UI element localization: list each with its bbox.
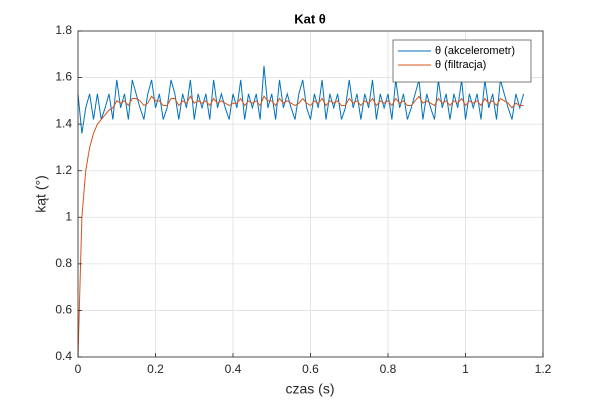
x-axis-label: czas (s) [286, 381, 335, 397]
legend-label: θ (akcelerometr) [435, 45, 515, 57]
series-line [77, 65, 525, 134]
y-tick-label: 1.2 [55, 163, 72, 177]
y-tick-label: 0.4 [55, 349, 72, 363]
y-tick-label: 1.8 [55, 23, 72, 37]
x-tick-label: 0.6 [302, 362, 319, 376]
legend-label: θ (filtracja) [435, 59, 486, 71]
y-tick-label: 1.4 [55, 116, 72, 130]
y-tick-label: 1.6 [55, 70, 72, 84]
plot-lines [77, 65, 525, 358]
y-axis-label: kąt (°) [33, 175, 49, 213]
x-tick-label: 0.4 [225, 362, 242, 376]
x-tick-label: 1 [462, 362, 469, 376]
x-tick-label: 1.2 [535, 362, 552, 376]
y-tick-label: 0.8 [55, 256, 72, 270]
legend-box [392, 39, 532, 83]
x-tick-label: 0.2 [147, 362, 164, 376]
y-tick-label: 0.6 [55, 303, 72, 317]
series-line [77, 95, 524, 358]
x-tick-label: 0 [75, 362, 82, 376]
y-tick-label: 1 [65, 209, 72, 223]
x-tick-label: 0.8 [380, 362, 397, 376]
legend: θ (akcelerometr) θ (filtracja) [392, 39, 532, 83]
chart-title: Kat θ [294, 11, 326, 26]
ticks: 0 0.2 0.4 0.6 0.8 1 1.2 0.4 0.6 0.8 1 1.2 1.4 1.6 1.8 [55, 23, 551, 376]
